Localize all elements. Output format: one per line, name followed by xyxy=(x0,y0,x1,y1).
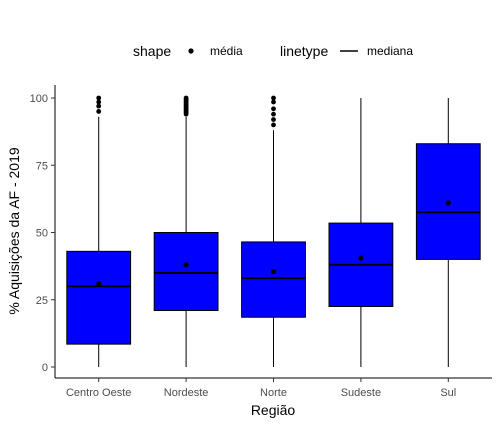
x-tick-label: Sudeste xyxy=(341,387,381,399)
outlier-point xyxy=(271,95,276,101)
legend-linetype-label: mediana xyxy=(367,44,413,58)
legend-shape-label: média xyxy=(210,44,243,58)
y-tick-label: 25 xyxy=(36,295,48,307)
plot-area xyxy=(66,95,481,367)
mean-point xyxy=(445,200,451,206)
mean-point xyxy=(270,268,277,275)
box-group xyxy=(241,95,306,367)
y-tick-label: 50 xyxy=(36,228,48,240)
legend-mean-point xyxy=(188,48,194,54)
x-tick-label: Norte xyxy=(260,387,287,399)
box-group xyxy=(153,95,219,367)
mean-point xyxy=(358,255,364,261)
mean-point xyxy=(183,262,189,268)
box-iqr xyxy=(153,232,219,312)
box-group xyxy=(328,98,394,367)
outlier-point xyxy=(271,111,276,117)
legend-linetype-title: linetype xyxy=(280,43,328,59)
outlier-point xyxy=(271,122,276,128)
y-tick-label: 100 xyxy=(30,93,48,105)
outlier-point xyxy=(183,95,189,101)
y-axis-ticks: 0 25 50 75 100 xyxy=(30,93,55,374)
y-tick-label: 0 xyxy=(42,362,48,374)
x-tick-label: Sul xyxy=(440,387,456,399)
y-axis-title: % Aquisições da AF - 2019 xyxy=(6,147,22,315)
box-iqr xyxy=(241,241,306,318)
y-tick-label: 75 xyxy=(36,160,48,172)
legend: shape média linetype mediana xyxy=(133,43,413,59)
outlier-point xyxy=(271,99,276,105)
x-axis-ticks: Centro Oeste Nordeste Norte Sudeste Sul xyxy=(66,378,456,399)
x-axis-title: Região xyxy=(251,402,296,418)
x-tick-label: Centro Oeste xyxy=(66,387,131,399)
outlier-point xyxy=(271,106,276,112)
outlier-point xyxy=(271,117,276,122)
mean-point xyxy=(96,281,102,287)
box-group xyxy=(415,98,481,367)
legend-shape-title: shape xyxy=(133,43,171,59)
box-iqr xyxy=(66,250,132,345)
outlier-point xyxy=(96,103,102,109)
box-group xyxy=(66,95,132,367)
x-tick-label: Nordeste xyxy=(164,387,209,399)
outlier-point xyxy=(96,95,102,101)
outlier-point xyxy=(96,99,102,105)
outlier-point xyxy=(96,109,102,114)
